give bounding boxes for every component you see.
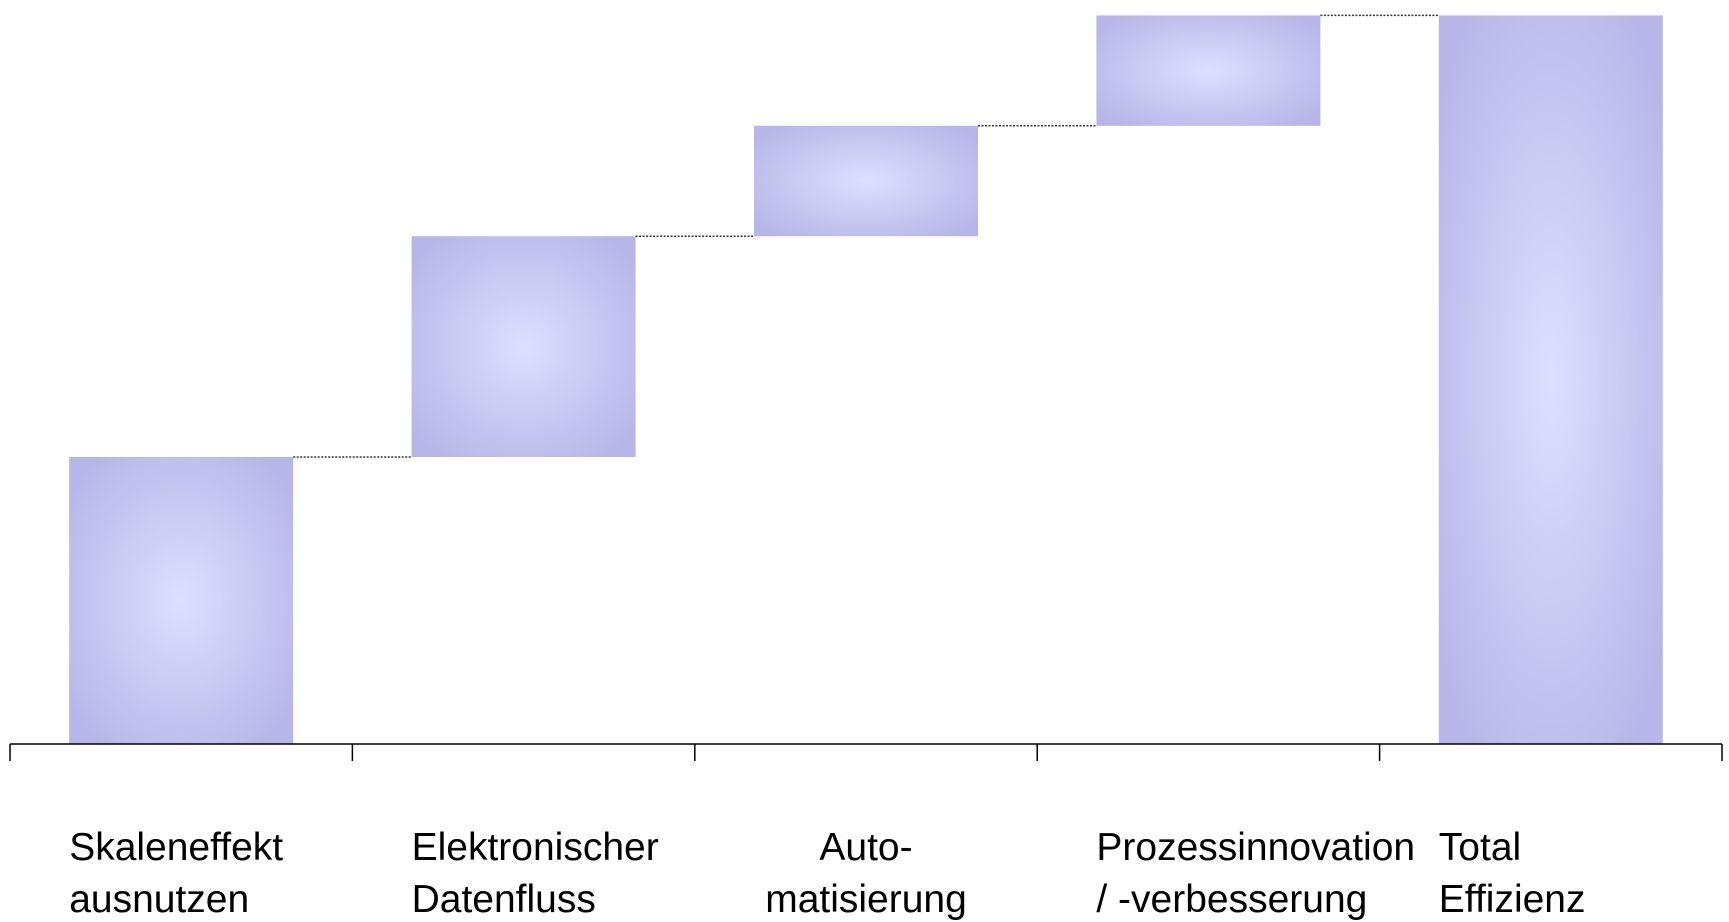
x-tick-label: Skaleneffekt ausnutzen (69, 826, 283, 921)
bar-3 (754, 125, 978, 237)
x-axis (9, 743, 1723, 761)
x-tick-labels: Skaleneffekt ausnutzen Elektronischer Daten… (69, 826, 1585, 921)
bar-2 (411, 236, 636, 457)
x-tick-label-line: / -verbesserung (1096, 878, 1367, 921)
x-tick-label: Total Effizienz (1439, 826, 1586, 921)
x-tick-label-line: Elektronischer (412, 826, 659, 869)
bar-5 (1438, 15, 1663, 744)
x-tick-label-line: Skaleneffekt (69, 826, 283, 869)
x-tick-label: Prozessinnovation / -verbesserung (1096, 826, 1415, 921)
bars (69, 15, 1663, 744)
x-tick-label-line: Datenfluss (412, 878, 596, 921)
x-tick-label-line: matisierung (765, 878, 967, 921)
x-tick-label-line: ausnutzen (69, 878, 249, 921)
bar-4 (1096, 15, 1321, 126)
x-tick-label-line: Effizienz (1439, 878, 1586, 921)
x-tick-label-line: Prozessinnovation (1096, 826, 1415, 869)
x-tick-label-line: Total (1439, 826, 1521, 869)
connector-lines (293, 14, 1439, 458)
x-tick-label: Elektronischer Datenfluss (412, 826, 659, 921)
x-tick-label: Auto-matisierung (765, 826, 967, 921)
bar-1 (69, 457, 294, 744)
x-tick-label-line: Auto- (819, 826, 912, 869)
